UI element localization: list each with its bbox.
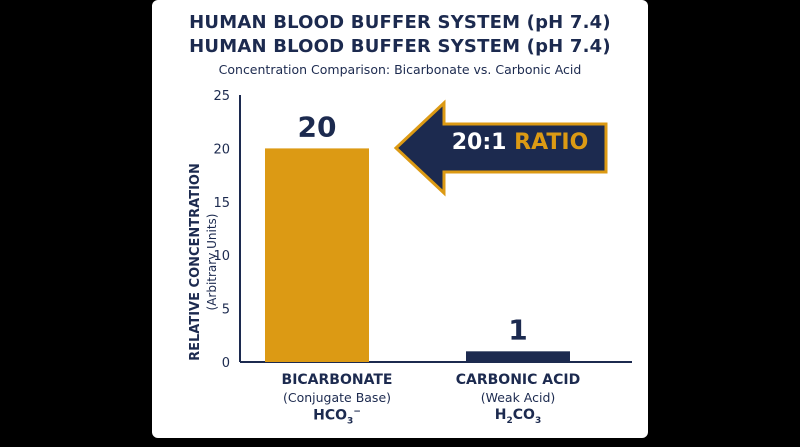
formula-subscript: 2 xyxy=(506,415,513,426)
category-role: (Conjugate Base) xyxy=(282,390,392,405)
chart-card: HUMAN BLOOD BUFFER SYSTEM (pH 7.4) HUMAN… xyxy=(152,0,648,438)
formula-part: CO xyxy=(512,407,535,423)
category-name: CARBONIC ACID xyxy=(455,372,581,388)
formula-part: HCO xyxy=(313,407,348,424)
category-formula: HCO3− xyxy=(237,407,437,426)
y-tick-label: 0 xyxy=(222,356,230,371)
chart-subtitle: Concentration Comparison: Bicarbonate vs… xyxy=(218,62,582,77)
value-label: 1 xyxy=(508,313,527,346)
chart-title-repeat: HUMAN BLOOD BUFFER SYSTEM (pH 7.4) xyxy=(189,36,611,57)
y-tick-label: 10 xyxy=(213,249,230,264)
ratio-callout-text: 20:1 RATIO xyxy=(440,130,600,155)
formula-part: H xyxy=(494,407,507,423)
ratio-number: 20:1 xyxy=(451,130,507,155)
category-label-bicarbonate: BICARBONATE (Conjugate Base) HCO3− xyxy=(237,372,437,426)
ratio-arrow-shape xyxy=(393,99,608,197)
y-tick-label: 20 xyxy=(213,142,230,157)
bar-bicarbonate xyxy=(265,148,369,362)
category-label-carbonic-acid: CARBONIC ACID (Weak Acid) H2CO3 xyxy=(418,372,618,426)
ratio-arrow xyxy=(393,99,608,197)
chart-title: HUMAN BLOOD BUFFER SYSTEM (pH 7.4) xyxy=(189,12,611,33)
category-role: (Weak Acid) xyxy=(480,390,556,405)
y-tick-label: 15 xyxy=(213,196,230,211)
bars xyxy=(265,148,570,362)
formula-subscript: 3 xyxy=(534,415,542,426)
value-labels: 20 1 xyxy=(298,110,528,346)
y-tick-label: 25 xyxy=(213,89,230,104)
y-ticks: 0 5 10 15 20 25 xyxy=(213,89,230,371)
bar-chart: 0 5 10 15 20 25 20 1 xyxy=(213,89,632,371)
formula-subscript: 3 xyxy=(347,416,354,427)
formula-superscript: − xyxy=(353,407,361,417)
y-axis-title: RELATIVE CONCENTRATION xyxy=(188,163,203,361)
ratio-word: RATIO xyxy=(514,130,589,155)
bar-carbonic-acid xyxy=(466,351,570,362)
category-formula: H2CO3 xyxy=(418,407,618,426)
value-label: 20 xyxy=(298,110,337,143)
y-axis-units: (Arbitrary Units) xyxy=(205,213,219,311)
y-axis-label: RELATIVE CONCENTRATION (Arbitrary Units) xyxy=(188,147,220,377)
y-tick-label: 5 xyxy=(222,303,230,318)
category-name: BICARBONATE xyxy=(281,372,393,388)
